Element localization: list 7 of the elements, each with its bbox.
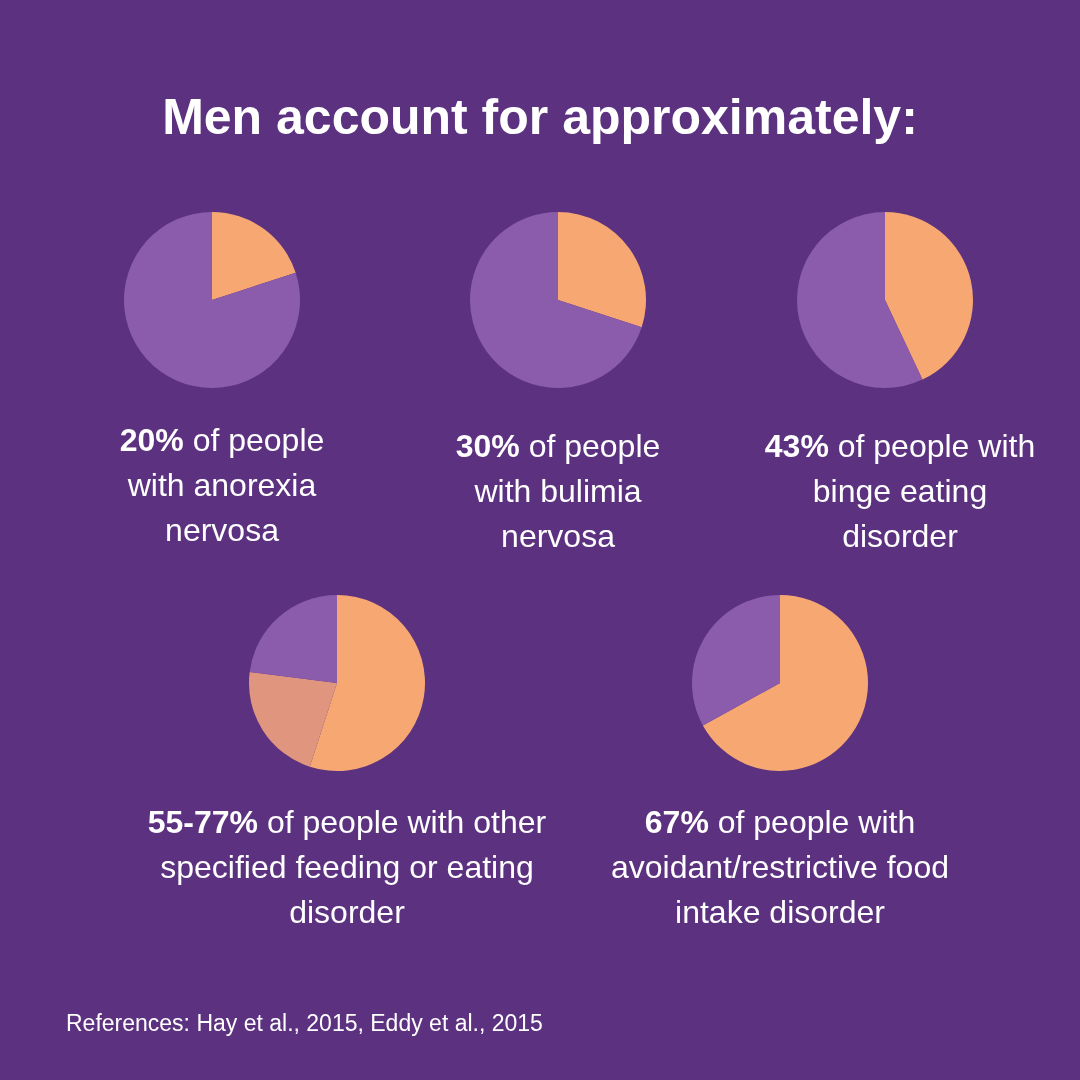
text: 55-77% of people with other specified feeding or eating disorder — [147, 803, 547, 932]
text: References: Hay et al., 2015, Eddy et al., 2015 — [66, 1010, 543, 1037]
text: 30% of people with bulimia nervosa — [454, 427, 662, 556]
text: 67% of people with avoidant/restrictive food intake disorder — [610, 803, 950, 932]
text: Men account for approximately: — [161, 88, 919, 146]
text: 43% of people with binge eating disorder — [763, 427, 1037, 556]
text: 20% of people with anorexia nervosa — [118, 421, 326, 550]
